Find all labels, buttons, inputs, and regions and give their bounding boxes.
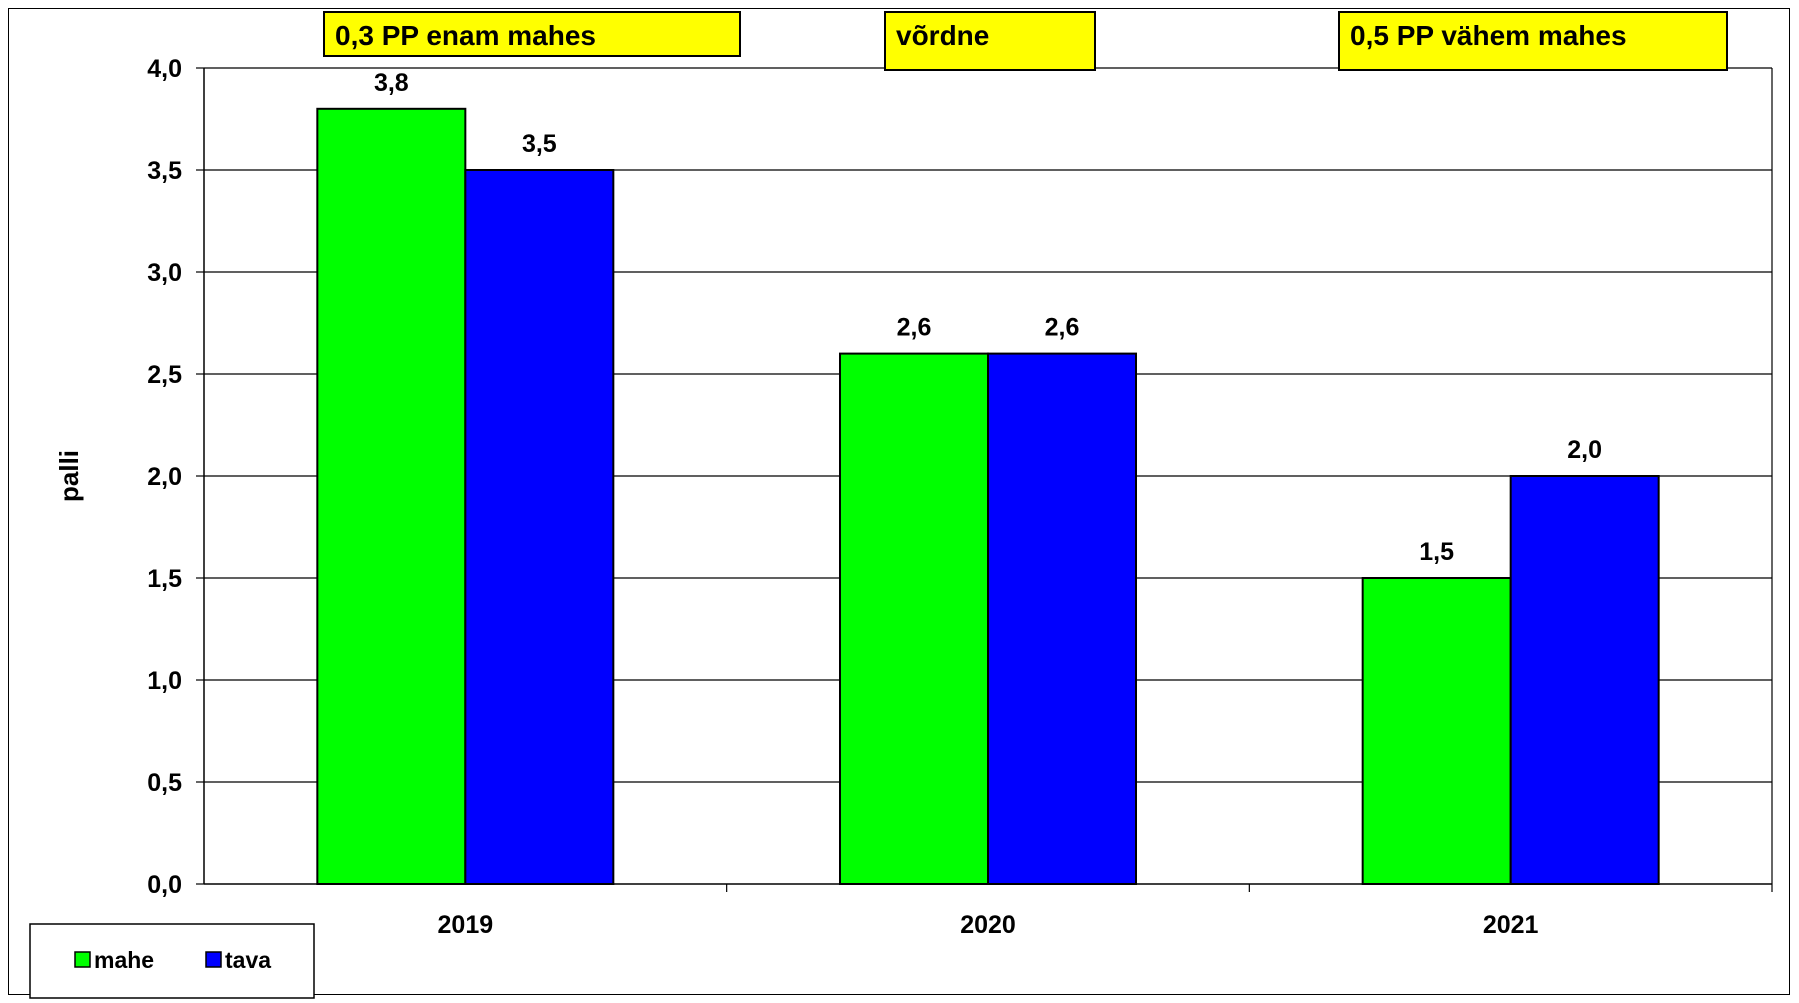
annotation-text: 0,3 PP enam mahes [335,20,596,51]
y-tick-label: 1,5 [147,565,182,593]
bar-mahe-2020 [839,352,989,886]
bar-tava-2019 [464,169,615,885]
annotation-box [884,11,1096,71]
annotation-text: võrdne [896,20,989,51]
data-label: 2,0 [1567,436,1602,464]
data-label: 3,5 [522,130,557,158]
y-tick-label: 2,5 [147,361,182,389]
legend-swatch-tava [205,951,222,968]
y-axis-title: palli [54,450,84,502]
legend-label: tava [225,947,271,973]
bar-mahe-2019 [316,107,467,886]
y-tick-label: 1,0 [147,667,182,695]
legend-swatch-mahe [74,951,91,968]
y-tick-label: 2,0 [147,463,182,491]
data-label: 2,6 [1045,314,1080,342]
data-label: 3,8 [374,69,409,97]
y-tick-label: 3,0 [147,259,182,287]
legend-box [29,923,315,999]
data-label: 1,5 [1419,538,1454,566]
annotation-box [1338,11,1728,71]
annotation-text: 0,5 PP vähem mahes [1350,20,1627,51]
x-tick-label: 2021 [1483,911,1539,939]
y-tick-label: 3,5 [147,157,182,185]
bar-mahe-2021 [1361,577,1512,885]
x-tick-label: 2020 [960,911,1016,939]
bar-tava-2021 [1509,475,1660,885]
y-tick-label: 4,0 [147,55,182,83]
annotation-box [323,11,741,57]
data-label: 2,6 [897,314,932,342]
y-tick-label: 0,0 [147,871,182,899]
y-tick-label: 0,5 [147,769,182,797]
x-tick-label: 2019 [438,911,494,939]
legend-label: mahe [94,947,154,973]
bar-tava-2020 [987,352,1137,886]
